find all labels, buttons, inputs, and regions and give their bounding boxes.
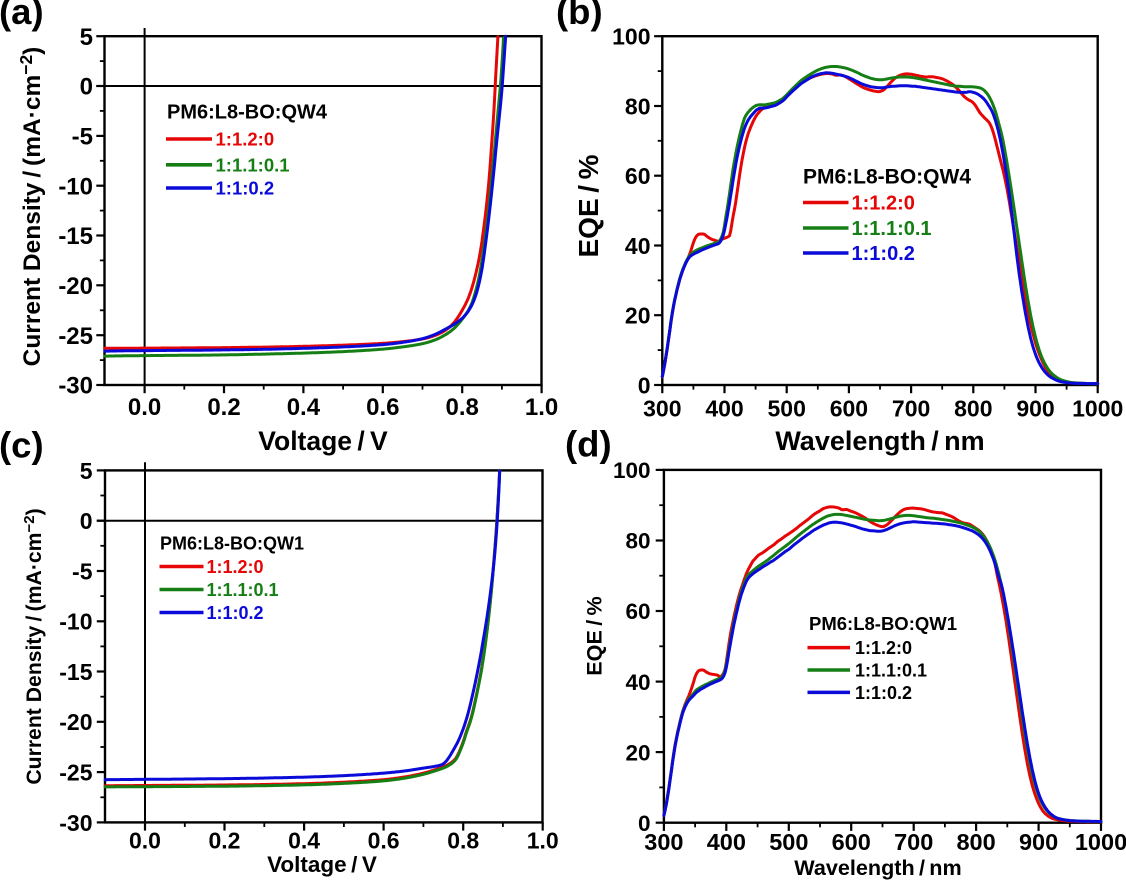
svg-text:1000: 1000 [1072, 396, 1123, 422]
svg-text:60: 60 [625, 599, 650, 624]
svg-text:5: 5 [80, 458, 93, 484]
svg-text:-20: -20 [59, 709, 92, 735]
svg-text:800: 800 [954, 396, 992, 422]
svg-text:20: 20 [625, 740, 650, 765]
svg-text:5: 5 [80, 24, 93, 51]
svg-text:0.2: 0.2 [209, 828, 241, 854]
svg-text:80: 80 [625, 93, 651, 119]
svg-text:1:1.2:0: 1:1.2:0 [207, 557, 264, 577]
svg-text:(d): (d) [565, 424, 612, 465]
svg-text:0.6: 0.6 [366, 394, 399, 421]
svg-text:300: 300 [644, 829, 683, 855]
svg-text:EQE / %: EQE / % [573, 154, 604, 257]
svg-text:(c): (c) [0, 425, 44, 466]
svg-text:1:1:0.2: 1:1:0.2 [207, 603, 264, 623]
svg-text:1:1.1:0.1: 1:1.1:0.1 [855, 661, 927, 681]
svg-text:600: 600 [832, 829, 871, 855]
svg-text:100: 100 [612, 24, 650, 50]
svg-text:800: 800 [956, 829, 995, 855]
svg-text:300: 300 [643, 396, 681, 422]
svg-text:500: 500 [769, 829, 808, 855]
svg-text:PM6:L8-BO:QW1: PM6:L8-BO:QW1 [160, 534, 304, 554]
svg-text:0.0: 0.0 [129, 828, 161, 854]
svg-text:1:1.1:0.1: 1:1.1:0.1 [216, 154, 290, 175]
svg-text:100: 100 [613, 458, 651, 483]
svg-text:1000: 1000 [1075, 829, 1126, 855]
svg-text:1.0: 1.0 [527, 828, 559, 854]
svg-text:1:1:0.2: 1:1:0.2 [852, 243, 915, 265]
svg-text:0.0: 0.0 [128, 394, 161, 421]
svg-text:1:1:0.2: 1:1:0.2 [216, 178, 275, 199]
svg-text:0: 0 [80, 74, 93, 101]
svg-text:400: 400 [707, 829, 746, 855]
svg-text:Voltage / V: Voltage / V [258, 426, 388, 456]
svg-text:-10: -10 [59, 609, 92, 635]
svg-text:Current Density / (mA·cm−2): Current Density / (mA·cm−2) [16, 47, 46, 367]
svg-text:1.0: 1.0 [525, 394, 558, 421]
svg-text:PM6:L8-BO:QW4: PM6:L8-BO:QW4 [167, 102, 328, 124]
svg-text:-15: -15 [59, 659, 92, 685]
svg-text:1:1.2:0: 1:1.2:0 [216, 129, 275, 150]
svg-text:-25: -25 [58, 323, 93, 350]
svg-text:-10: -10 [58, 173, 93, 200]
svg-text:0.2: 0.2 [207, 394, 240, 421]
svg-text:0: 0 [638, 811, 651, 836]
svg-text:0: 0 [80, 508, 93, 534]
svg-text:0.4: 0.4 [287, 394, 321, 421]
svg-text:0.8: 0.8 [446, 394, 479, 421]
svg-text:-15: -15 [58, 223, 93, 250]
svg-text:20: 20 [625, 303, 651, 329]
svg-text:1:1.1:0.1: 1:1.1:0.1 [852, 218, 932, 240]
svg-text:Voltage / V: Voltage / V [267, 852, 377, 877]
svg-text:1:1.1:0.1: 1:1.1:0.1 [207, 580, 279, 600]
svg-text:0.4: 0.4 [288, 828, 320, 854]
svg-text:80: 80 [625, 529, 650, 554]
svg-text:Current Density / (mA·cm−2): Current Density / (mA·cm−2) [21, 508, 46, 784]
svg-text:PM6:L8-BO:QW1: PM6:L8-BO:QW1 [809, 613, 957, 634]
svg-text:-25: -25 [59, 760, 92, 786]
svg-text:(a): (a) [0, 0, 44, 32]
svg-text:-5: -5 [72, 558, 93, 584]
svg-text:500: 500 [768, 396, 806, 422]
svg-text:-30: -30 [59, 810, 92, 836]
svg-text:Wavelength / nm: Wavelength / nm [794, 855, 961, 880]
svg-text:700: 700 [894, 829, 933, 855]
svg-text:-20: -20 [58, 273, 93, 300]
svg-text:900: 900 [1016, 396, 1054, 422]
svg-text:0: 0 [638, 372, 651, 398]
svg-text:PM6:L8-BO:QW4: PM6:L8-BO:QW4 [803, 166, 971, 189]
svg-text:1:1.2:0: 1:1.2:0 [855, 638, 912, 658]
svg-text:900: 900 [1019, 829, 1058, 855]
svg-text:(b): (b) [556, 0, 603, 32]
svg-text:40: 40 [625, 670, 650, 695]
svg-text:1:1.2:0: 1:1.2:0 [852, 193, 915, 215]
svg-text:0.8: 0.8 [447, 828, 479, 854]
svg-text:700: 700 [892, 396, 930, 422]
svg-text:40: 40 [625, 233, 651, 259]
svg-text:600: 600 [830, 396, 868, 422]
svg-text:EQE / %: EQE / % [582, 596, 607, 675]
svg-text:-30: -30 [58, 373, 93, 400]
svg-text:1:1:0.2: 1:1:0.2 [855, 683, 912, 703]
svg-text:-5: -5 [72, 124, 93, 151]
svg-text:0.6: 0.6 [368, 828, 400, 854]
svg-text:400: 400 [705, 396, 743, 422]
svg-text:Wavelength / nm: Wavelength / nm [775, 426, 984, 456]
svg-text:60: 60 [625, 163, 651, 189]
